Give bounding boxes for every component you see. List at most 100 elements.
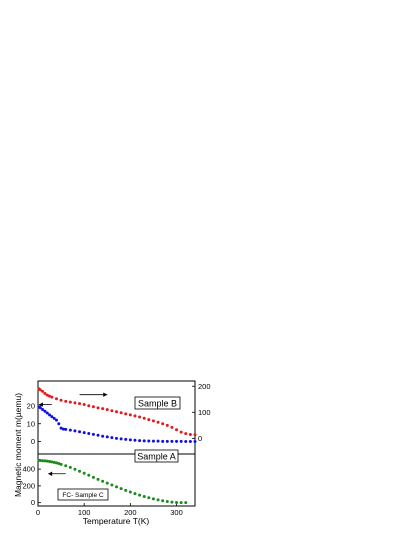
sample-b-point [193, 433, 197, 437]
fc-sample-c-point [43, 459, 47, 463]
fc-sample-c-point [110, 483, 114, 487]
fc-sample-c-point [151, 497, 155, 501]
sample-b-point [175, 428, 179, 432]
sample-a-point [115, 436, 118, 440]
sample-a-point [105, 435, 109, 439]
x-tick-label: 100 [78, 508, 91, 517]
upper-plot-frame [37, 380, 196, 455]
upper-panel: 0 10 20 0 100 200 [27, 380, 211, 455]
fc-sample-c-point [147, 496, 151, 500]
sample-b-point [50, 395, 54, 399]
sample-b-point [43, 392, 47, 396]
sample-b-point [101, 407, 105, 411]
y-axis-title: Magnetic moment m(µemu) [13, 393, 23, 497]
fc-sample-c-point [52, 460, 56, 464]
fc-sample-c-point [170, 500, 174, 504]
sample-a-point [170, 439, 174, 443]
sample-b-annotation: Sample B [134, 396, 181, 410]
sample-b-point [78, 402, 82, 406]
sample-b-point [184, 432, 188, 436]
sample-b-point [54, 397, 58, 401]
sample-a-point [73, 429, 77, 433]
sample-a-point [43, 409, 47, 413]
fc-sample-c-point [45, 459, 49, 463]
fc-sample-c-point [50, 460, 54, 464]
sample-b-point [179, 430, 183, 434]
sample-b-point [161, 422, 165, 426]
sample-b-arrow-head [103, 392, 108, 397]
sample-b-point [91, 405, 95, 409]
sample-a-point [193, 440, 197, 444]
upper-right-axis: 0 100 200 [192, 382, 211, 443]
sample-a-label: Sample A [137, 452, 176, 462]
fc-sample-c-point [87, 473, 91, 477]
fc-sample-c-point [115, 485, 118, 489]
fc-sample-c-point [68, 465, 72, 469]
sample-a-point [119, 437, 123, 441]
sample-b-point [156, 420, 160, 424]
fc-sample-c-point [91, 475, 95, 479]
fc-sample-c-point [41, 459, 45, 463]
sample-b-point [119, 411, 123, 415]
sample-a-point [124, 437, 128, 441]
sample-b-point [110, 409, 114, 413]
sample-a-point [45, 411, 49, 415]
sample-c-annotation: FC- Sample C [57, 488, 109, 501]
sample-b-point [151, 419, 155, 423]
fc-sample-c-point [124, 488, 128, 492]
fc-sample-c-point [184, 501, 188, 505]
fc-sample-c-point [64, 464, 68, 468]
sample-a-point [78, 430, 82, 434]
sample-a-point [184, 440, 188, 444]
lower-left-y-tick-label: 400 [22, 465, 35, 474]
fc-sample-c-point [138, 493, 142, 497]
lower-left-y-tick-label: 0 [31, 498, 35, 507]
sample-a-point [41, 407, 45, 411]
x-tick-label: 200 [124, 508, 137, 517]
sample-b-point [133, 414, 137, 418]
fc-sample-c-point [78, 469, 82, 473]
sample-a-point [50, 415, 54, 419]
fc-sample-c-point [128, 490, 132, 494]
fc-sample-c-point [179, 501, 183, 505]
sample-a-point [161, 439, 165, 443]
sample-a-point [87, 432, 91, 436]
x-axis: 0 100 200 300 [36, 503, 183, 517]
fc-sample-c-point [57, 462, 61, 466]
sample-b-point [64, 399, 68, 403]
sample-a-point [38, 406, 42, 410]
lower-left-axis: 0 200 400 [22, 465, 41, 507]
sample-b-point [73, 401, 77, 405]
sample-a-point [179, 439, 183, 443]
sample-b-point [87, 404, 91, 408]
sample-a-point [188, 440, 192, 444]
sample-b-point [170, 425, 174, 429]
sample-b-point [138, 415, 142, 419]
sample-b-point [48, 394, 52, 398]
upper-left-y-tick-label: 10 [27, 419, 35, 428]
sample-b-point [188, 432, 192, 436]
sample-b-label-box [134, 396, 181, 410]
sample-a-point [82, 431, 86, 435]
upper-data-marks [37, 387, 197, 444]
sample-a-point [142, 439, 146, 443]
fc-sample-c-point [161, 499, 165, 503]
fc-sample-c-point [82, 471, 86, 475]
sample-a-point [64, 427, 68, 431]
sample-b-point [41, 389, 45, 393]
sample-b-point [115, 410, 118, 414]
sample-a-point [52, 416, 56, 420]
fc-sample-c-point [142, 494, 146, 498]
x-tick-label: 300 [170, 508, 183, 517]
sample-c-label-box [57, 488, 109, 501]
sample-a-point [54, 418, 58, 422]
sample-b-point [82, 402, 86, 406]
x-axis-title: Temperature T(K) [83, 516, 150, 526]
sample-a-point [59, 426, 63, 430]
sample-b-point [128, 413, 132, 417]
fc-sample-c-point [48, 460, 52, 464]
sample-a-point [133, 438, 137, 442]
fc-sample-c-point [165, 500, 169, 504]
sample-b-point [124, 412, 128, 416]
